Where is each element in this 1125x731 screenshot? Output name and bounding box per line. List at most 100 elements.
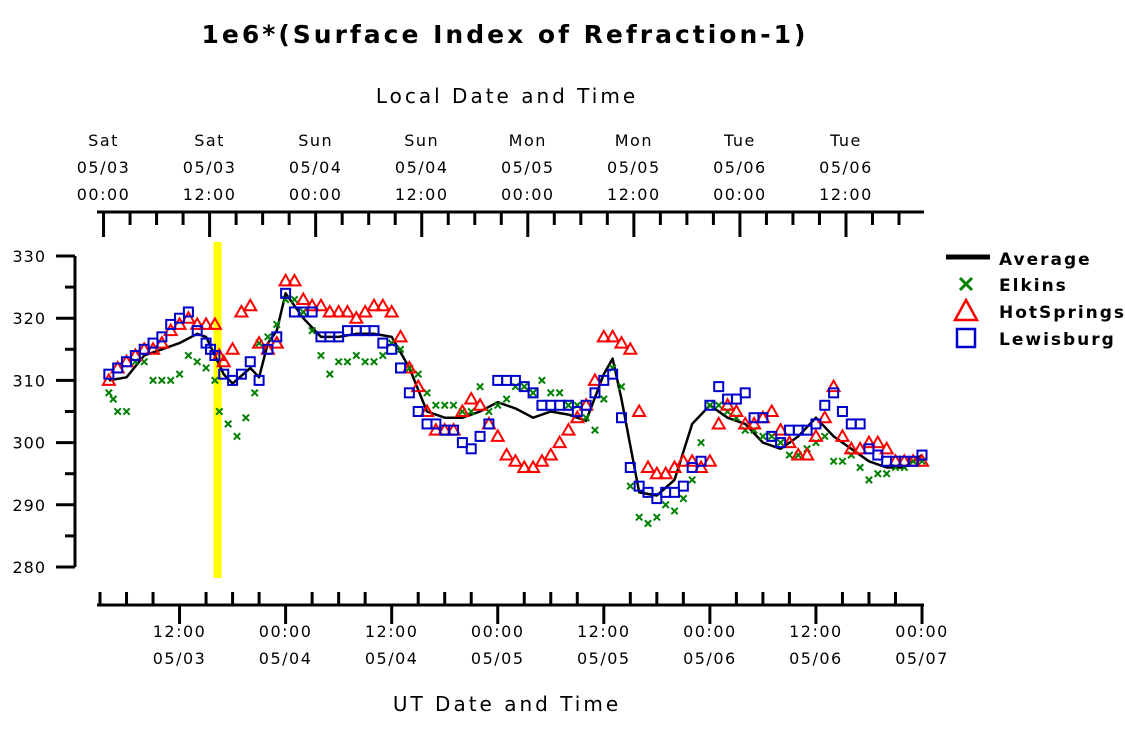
- hotsprings-point: [613, 335, 630, 349]
- elkins-point: [157, 376, 166, 385]
- hotsprings-point: [490, 428, 506, 442]
- top-tick-label-day: Tue: [723, 131, 756, 150]
- elkins-point: [396, 345, 405, 354]
- x-tick-label-time: 12:00: [577, 622, 631, 641]
- hotsprings-point: [304, 297, 320, 312]
- elkins-point: [122, 407, 131, 416]
- elkins-point: [149, 376, 157, 385]
- elkins-point: [290, 295, 299, 304]
- elkins-point: [865, 476, 873, 484]
- elkins-point: [233, 432, 241, 441]
- lewisburg-point: [306, 306, 318, 318]
- lewisburg-point: [739, 387, 751, 399]
- lewisburg-point: [377, 337, 389, 349]
- elkins-point: [241, 413, 250, 422]
- top-tick-label-day: Sun: [298, 131, 333, 150]
- elkins-point: [652, 513, 661, 522]
- elkins-point: [308, 326, 317, 335]
- hotsprings-point: [277, 272, 294, 287]
- legend-marker-lewisburg: [955, 327, 977, 349]
- elkins-point: [697, 438, 705, 447]
- elkins-point: [564, 401, 573, 410]
- elkins-point: [776, 438, 785, 447]
- elkins-point: [529, 388, 538, 397]
- elkins-point: [325, 370, 334, 379]
- x-tick-label-time: 12:00: [789, 622, 843, 641]
- lewisburg-point: [845, 418, 857, 430]
- elkins-point: [166, 376, 175, 385]
- lewisburg-point: [474, 430, 486, 442]
- hotsprings-point: [702, 453, 718, 467]
- lewisburg-point: [775, 437, 787, 449]
- lewisburg-point: [669, 486, 681, 498]
- lewisburg-point: [580, 399, 592, 411]
- hotsprings-point: [454, 403, 471, 417]
- lewisburg-point: [271, 331, 283, 343]
- elkins-point: [493, 401, 502, 410]
- lewisburg-point: [368, 325, 380, 337]
- elkins-point: [272, 320, 281, 329]
- hotsprings-point: [286, 272, 303, 287]
- lewisburg-point: [412, 406, 424, 417]
- lewisburg-point: [174, 312, 186, 324]
- hotsprings-point: [410, 378, 426, 393]
- lewisburg-point: [651, 493, 663, 505]
- lewisburg-point: [633, 480, 645, 492]
- legend-label: HotSprings: [999, 303, 1125, 323]
- hotsprings-point: [710, 415, 727, 430]
- hotsprings-point: [817, 409, 833, 424]
- lewisburg-point: [333, 331, 345, 343]
- elkins-point: [882, 469, 891, 478]
- legend: Average Elkins HotSprings Lewisburg: [946, 250, 1125, 350]
- elkins-point: [538, 376, 546, 385]
- x-tick-label-time: 00:00: [471, 622, 525, 641]
- legend-label: Elkins: [999, 276, 1068, 296]
- elkins-point: [785, 451, 794, 459]
- x-tick-label-date: 05/06: [683, 649, 737, 668]
- top-axis-label: Local Date and Time: [376, 84, 638, 108]
- lewisburg-point: [465, 443, 477, 455]
- lewisburg-point: [527, 387, 539, 399]
- lewisburg-point: [713, 381, 725, 393]
- lewisburg-point: [607, 368, 619, 380]
- lewisburg-point: [138, 343, 150, 355]
- lewisburg-point: [916, 449, 928, 461]
- elkins-point: [250, 388, 259, 397]
- y-tick-label: 280: [12, 558, 46, 577]
- elkins-point: [714, 401, 723, 410]
- elkins-point: [317, 351, 325, 360]
- elkins-point: [599, 395, 608, 403]
- hotsprings-point: [870, 434, 886, 449]
- elkins-point: [184, 351, 193, 360]
- hotsprings-point: [684, 453, 700, 467]
- lewisburg-point: [819, 399, 831, 411]
- hotsprings-point: [843, 440, 860, 455]
- elkins-point: [520, 382, 529, 391]
- top-tick-label-date: 05/05: [501, 158, 555, 177]
- elkins-point: [705, 401, 714, 410]
- y-tick-label: 300: [12, 434, 46, 453]
- hotsprings-point: [543, 447, 559, 461]
- lewisburg-point: [262, 343, 274, 355]
- hotsprings-point: [498, 447, 515, 461]
- hotsprings-point: [790, 447, 806, 461]
- hotsprings-point: [622, 341, 639, 355]
- top-tick-label-day: Mon: [509, 131, 547, 150]
- hotsprings-point: [799, 447, 815, 461]
- hotsprings-point: [516, 459, 532, 473]
- x-tick-label-date: 05/07: [895, 649, 949, 668]
- hotsprings-point: [587, 372, 603, 386]
- elkins-point: [626, 482, 635, 491]
- lewisburg-point: [518, 381, 530, 393]
- hotsprings-point: [604, 328, 621, 343]
- lewisburg-point: [421, 418, 433, 430]
- elkins-point: [109, 395, 118, 403]
- lewisburg-point: [562, 399, 574, 411]
- top-tick-label-time: 00:00: [713, 185, 767, 204]
- elkins-point: [449, 401, 458, 410]
- y-tick-label: 320: [12, 309, 46, 328]
- lewisburg-point: [403, 387, 415, 399]
- lewisburg-point: [456, 437, 468, 449]
- lewisburg-point: [695, 455, 707, 467]
- lewisburg-point: [642, 486, 654, 498]
